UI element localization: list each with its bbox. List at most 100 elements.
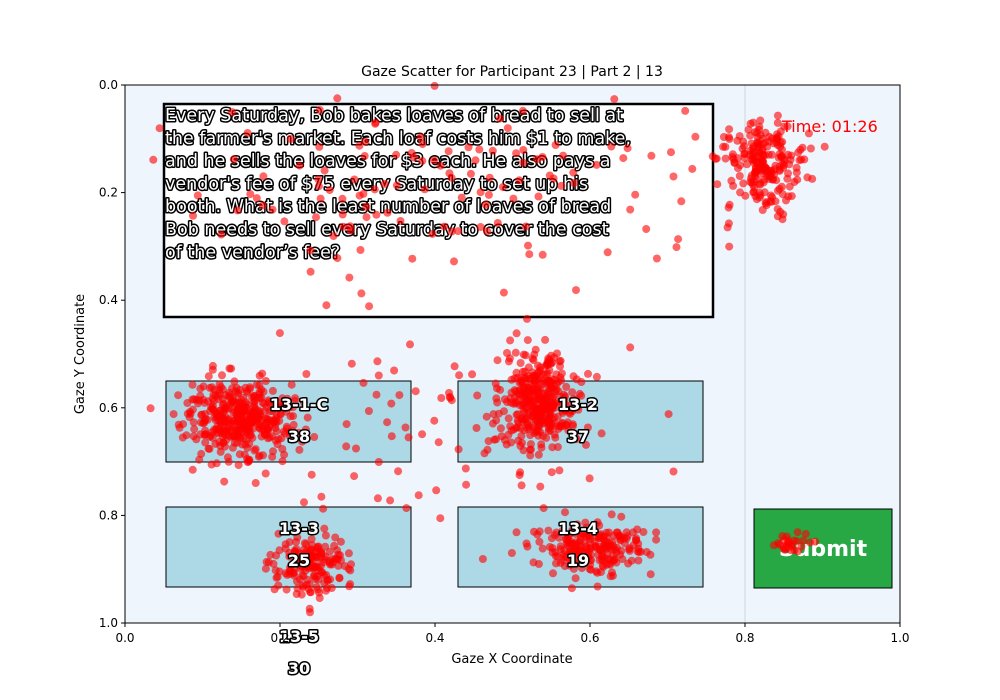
gaze-point — [773, 111, 782, 120]
gaze-point — [251, 479, 260, 487]
gaze-point — [667, 148, 675, 157]
gaze-point — [688, 164, 697, 173]
gaze-point — [622, 528, 631, 537]
gaze-point — [347, 359, 356, 368]
gaze-point — [295, 161, 304, 170]
gaze-point — [516, 359, 525, 367]
gaze-point — [515, 176, 524, 185]
gaze-point — [197, 410, 206, 419]
gaze-point — [533, 155, 541, 164]
gaze-point — [329, 232, 338, 240]
gaze-point — [361, 137, 370, 146]
gaze-point — [272, 410, 281, 419]
gaze-point — [218, 371, 226, 380]
gaze-point — [299, 583, 308, 592]
gaze-point — [513, 410, 522, 419]
gaze-point — [225, 364, 234, 373]
gaze-point — [736, 188, 745, 197]
gaze-point — [322, 301, 331, 310]
gaze-point — [558, 527, 567, 535]
gaze-point — [420, 185, 429, 194]
gaze-point — [314, 182, 323, 191]
gaze-point — [314, 575, 323, 584]
gaze-point — [287, 380, 296, 389]
x-axis: 0.0 0.2 0.4 0.6 0.8 1.0 — [115, 623, 910, 645]
gaze-point — [285, 549, 294, 557]
gaze-point — [233, 438, 242, 447]
gaze-point — [246, 190, 255, 199]
gaze-point — [525, 377, 534, 385]
gaze-point — [488, 419, 497, 428]
gaze-point — [239, 404, 248, 413]
gaze-point — [292, 590, 301, 598]
gaze-point — [303, 575, 312, 584]
gaze-point — [760, 138, 769, 147]
gaze-points — [146, 81, 829, 617]
option-id-13-5: 13-5 — [279, 627, 319, 646]
gaze-point — [610, 95, 619, 104]
gaze-point — [529, 356, 538, 365]
gaze-point — [517, 373, 526, 382]
gaze-point — [193, 191, 202, 200]
gaze-point — [615, 531, 624, 540]
gaze-point — [747, 154, 756, 163]
gaze-point — [447, 227, 456, 236]
gaze-point — [386, 496, 395, 505]
gaze-point — [371, 119, 380, 128]
gaze-point — [507, 438, 516, 447]
gaze-point — [314, 175, 323, 184]
gaze-point — [264, 434, 272, 443]
gaze-point — [360, 152, 369, 160]
submit-button[interactable] — [753, 508, 893, 589]
gaze-point — [586, 544, 595, 553]
gaze-point — [562, 553, 571, 561]
gaze-point — [551, 548, 560, 557]
gaze-point — [320, 166, 329, 175]
gaze-point — [820, 142, 829, 151]
gaze-point — [623, 144, 632, 153]
gaze-point — [585, 535, 594, 544]
y-tick-label: 0.4 — [99, 293, 118, 307]
gaze-point — [725, 242, 734, 251]
gaze-point — [544, 376, 553, 385]
gaze-point — [631, 190, 640, 199]
gaze-point — [338, 210, 347, 219]
gaze-point — [462, 480, 471, 489]
gaze-point — [218, 426, 227, 435]
gaze-point — [567, 405, 576, 414]
gaze-point — [188, 465, 197, 474]
gaze-point — [534, 192, 543, 201]
gaze-point — [295, 556, 304, 565]
gaze-point — [264, 558, 273, 567]
gaze-point — [538, 544, 547, 553]
gaze-point — [339, 222, 348, 231]
gaze-point — [528, 387, 536, 395]
gaze-point — [472, 424, 481, 432]
gaze-point — [317, 492, 326, 501]
gaze-point — [259, 451, 267, 460]
gaze-point — [289, 420, 298, 429]
gaze-point — [617, 512, 626, 521]
gaze-point — [747, 174, 755, 183]
gaze-point — [518, 106, 527, 115]
option-value-13-4: 19 — [567, 551, 589, 570]
gaze-point — [357, 289, 366, 298]
gaze-point — [520, 413, 529, 422]
gaze-point — [712, 154, 721, 163]
gaze-point — [778, 159, 787, 168]
gaze-point — [523, 542, 532, 551]
gaze-point — [512, 368, 521, 377]
gaze-point — [798, 143, 807, 152]
y-tick-label: 0.6 — [99, 401, 118, 415]
gaze-point — [450, 362, 459, 371]
gaze-point — [534, 450, 543, 459]
gaze-point — [355, 141, 364, 150]
gaze-point — [619, 154, 628, 163]
gaze-point — [669, 467, 678, 476]
gaze-point — [587, 403, 596, 412]
gaze-point — [320, 524, 329, 533]
gaze-point — [185, 413, 194, 422]
gaze-point — [283, 394, 292, 403]
gaze-point — [585, 474, 594, 483]
gaze-point — [233, 206, 242, 215]
